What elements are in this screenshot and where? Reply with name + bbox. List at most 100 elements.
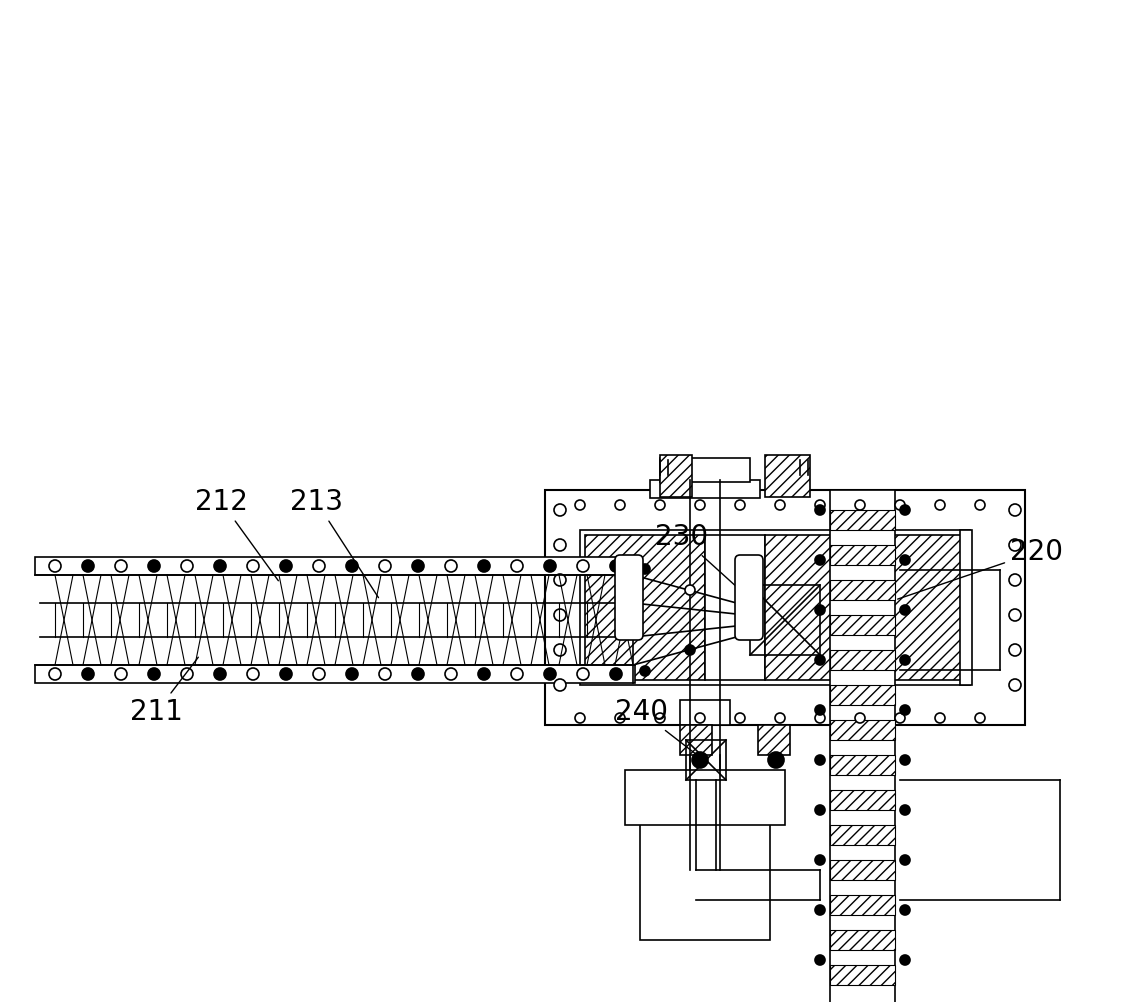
Circle shape xyxy=(1009,504,1021,516)
Circle shape xyxy=(147,668,160,680)
Circle shape xyxy=(1009,539,1021,551)
Circle shape xyxy=(935,713,945,723)
Bar xyxy=(545,490,1025,725)
Circle shape xyxy=(554,574,566,586)
Circle shape xyxy=(900,805,910,815)
Circle shape xyxy=(900,955,910,965)
Circle shape xyxy=(544,668,555,680)
Bar xyxy=(705,535,765,680)
Bar xyxy=(830,930,895,950)
Circle shape xyxy=(815,855,825,865)
Circle shape xyxy=(445,560,457,572)
Circle shape xyxy=(900,705,910,715)
Circle shape xyxy=(379,668,391,680)
Circle shape xyxy=(478,560,490,572)
Circle shape xyxy=(655,713,665,723)
Circle shape xyxy=(640,564,650,574)
Bar xyxy=(830,545,895,565)
Circle shape xyxy=(768,752,784,768)
Circle shape xyxy=(900,555,910,565)
Circle shape xyxy=(82,560,94,572)
Circle shape xyxy=(554,539,566,551)
Circle shape xyxy=(280,668,291,680)
Bar xyxy=(35,557,636,575)
Circle shape xyxy=(815,605,825,615)
Circle shape xyxy=(610,668,622,680)
Circle shape xyxy=(975,713,985,723)
Circle shape xyxy=(445,668,457,680)
FancyBboxPatch shape xyxy=(615,555,644,640)
Bar xyxy=(750,585,820,655)
Circle shape xyxy=(214,668,226,680)
Circle shape xyxy=(815,955,825,965)
Circle shape xyxy=(411,668,424,680)
Bar xyxy=(830,720,895,740)
Circle shape xyxy=(147,560,160,572)
Circle shape xyxy=(615,713,625,723)
Bar xyxy=(830,580,895,600)
Circle shape xyxy=(815,555,825,565)
Circle shape xyxy=(640,666,650,676)
Bar xyxy=(765,455,810,497)
Bar xyxy=(758,725,790,755)
Circle shape xyxy=(181,668,193,680)
Circle shape xyxy=(900,655,910,665)
Bar xyxy=(585,535,705,680)
Circle shape xyxy=(346,560,358,572)
Circle shape xyxy=(346,668,358,680)
Circle shape xyxy=(815,655,825,665)
Circle shape xyxy=(280,560,291,572)
Circle shape xyxy=(685,585,695,595)
Circle shape xyxy=(815,713,825,723)
Circle shape xyxy=(115,560,127,572)
Circle shape xyxy=(775,713,785,723)
Circle shape xyxy=(900,855,910,865)
Circle shape xyxy=(554,644,566,656)
Circle shape xyxy=(1009,574,1021,586)
Circle shape xyxy=(895,713,905,723)
Bar xyxy=(830,895,895,915)
Circle shape xyxy=(815,755,825,765)
Bar xyxy=(960,530,972,685)
Circle shape xyxy=(815,505,825,515)
Text: 212: 212 xyxy=(195,488,279,581)
Circle shape xyxy=(815,500,825,510)
Bar xyxy=(830,685,895,705)
Circle shape xyxy=(554,679,566,691)
Circle shape xyxy=(411,560,424,572)
Circle shape xyxy=(685,645,695,655)
Circle shape xyxy=(247,560,259,572)
Bar xyxy=(830,860,895,880)
Bar xyxy=(830,510,895,530)
Bar xyxy=(640,820,770,940)
Circle shape xyxy=(1009,609,1021,621)
Circle shape xyxy=(975,500,985,510)
Circle shape xyxy=(900,505,910,515)
Bar xyxy=(650,480,760,498)
Bar xyxy=(765,535,965,680)
Circle shape xyxy=(49,668,61,680)
Circle shape xyxy=(554,609,566,621)
Circle shape xyxy=(775,500,785,510)
Circle shape xyxy=(511,560,523,572)
Circle shape xyxy=(1009,679,1021,691)
Circle shape xyxy=(855,713,865,723)
Bar xyxy=(830,790,895,810)
Circle shape xyxy=(815,705,825,715)
Circle shape xyxy=(379,560,391,572)
Circle shape xyxy=(900,905,910,915)
Circle shape xyxy=(49,560,61,572)
Text: 220: 220 xyxy=(897,538,1063,599)
Bar xyxy=(830,650,895,670)
Circle shape xyxy=(82,668,94,680)
Circle shape xyxy=(935,500,945,510)
Circle shape xyxy=(900,755,910,765)
Circle shape xyxy=(735,713,745,723)
Circle shape xyxy=(855,500,865,510)
Circle shape xyxy=(1009,644,1021,656)
Circle shape xyxy=(895,500,905,510)
Circle shape xyxy=(692,752,708,768)
Bar xyxy=(580,530,970,685)
Circle shape xyxy=(735,500,745,510)
Bar xyxy=(830,615,895,635)
